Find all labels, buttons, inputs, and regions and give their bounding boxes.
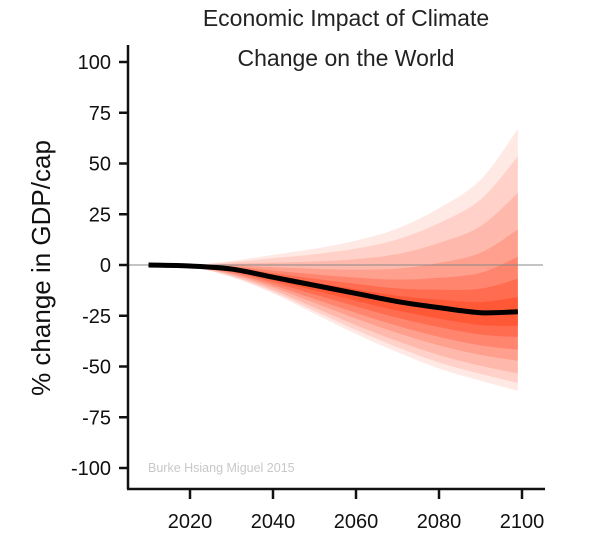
source-annotation: Burke Hsiang Miguel 2015: [148, 461, 295, 475]
band-2: [148, 192, 518, 374]
y-tick-label: 0: [100, 255, 111, 277]
band-6: [148, 265, 518, 326]
y-tick-label: 25: [89, 204, 111, 226]
y-axis-label: % change in GDP/cap: [26, 140, 56, 396]
x-tick-label: 2020: [168, 511, 213, 533]
y-tick-label: 50: [89, 154, 111, 176]
band-0: [148, 128, 518, 391]
chart-title-line-1: Economic Impact of Climate: [203, 5, 489, 31]
band-3: [148, 229, 518, 361]
x-tick-label: 2060: [334, 511, 379, 533]
x-tick-label: 2100: [500, 511, 545, 533]
chart-title-line-2: Change on the World: [238, 45, 455, 71]
median-line: [148, 262, 518, 316]
y-tick-label: -25: [82, 306, 111, 328]
band-1: [148, 156, 518, 383]
band-5: [148, 265, 518, 338]
x-ticks: 2020 2040 2060 2080 2100: [168, 489, 545, 533]
y-ticks: 100 75 50 25 0 -25 -50 -75 -100: [71, 52, 128, 480]
band-4: [148, 256, 518, 350]
y-tick-label: 100: [78, 52, 111, 74]
x-tick-label: 2040: [251, 511, 296, 533]
x-tick-label: 2080: [417, 511, 462, 533]
y-tick-label: -75: [82, 407, 111, 429]
uncertainty-bands: [148, 128, 518, 391]
y-tick-label: 75: [89, 103, 111, 125]
y-tick-label: -50: [82, 357, 111, 379]
y-tick-label: -100: [71, 458, 111, 480]
